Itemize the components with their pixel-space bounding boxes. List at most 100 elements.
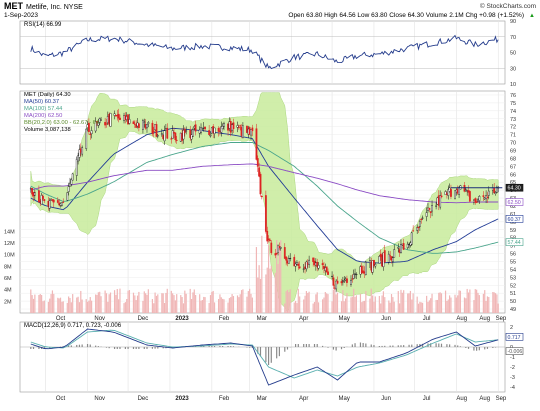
volume-tick-label: 14M [4,229,15,235]
macd-histogram-bar [209,346,210,347]
volume-bar [309,292,310,313]
candle-body [195,125,196,132]
macd-histogram-bar [454,345,455,347]
volume-bar [450,298,451,313]
volume-bar [426,296,427,313]
macd-histogram-bar [249,347,250,348]
macd-histogram-bar [336,347,337,351]
volume-bar [109,294,110,313]
volume-bar [91,301,92,313]
macd-histogram-bar [449,344,450,347]
volume-bar [280,240,281,313]
macd-histogram-bar [381,346,382,347]
volume-bar [52,290,53,313]
volume-bar [317,292,318,313]
volume-bar [142,301,143,313]
volume-bar [334,289,335,313]
volume-bar [437,300,438,313]
volume-tick-label: 12M [4,241,15,247]
candle-body [308,260,309,265]
macd-histogram-bar [398,345,399,347]
volume-tick-label: 10M [4,253,15,259]
volume-bar [153,303,154,313]
volume-bar [79,302,80,313]
volume-bar [373,302,374,313]
candle-body [479,196,480,200]
volume-bar [123,303,124,313]
macd-histogram-bar [287,347,288,350]
volume-bar [326,293,327,313]
volume-bar [77,297,78,313]
volume-bar [33,299,34,313]
macd-histogram-bar [479,347,480,350]
volume-bar [418,304,419,313]
volume-bar [369,299,370,313]
candle-body [85,129,86,149]
macd-histogram-bar [400,345,401,347]
macd-histogram-bar [265,347,266,362]
candle-body [342,280,343,281]
volume-bar [184,291,185,313]
candle-body [76,159,77,175]
volume-bar [183,303,184,313]
candle-body [352,279,353,280]
candle-body [110,113,111,126]
macd-panel: 210-1-2-3-40.717-0.006 [20,322,523,392]
candle-body [252,128,253,131]
volume-bar [86,299,87,313]
macd-histogram-bar [495,347,496,348]
volume-bar [354,297,355,313]
volume-bar [222,299,223,313]
volume-bar [417,297,418,313]
candle-body [164,131,165,141]
volume-bar [221,297,222,313]
candle-body [299,267,300,268]
candle-body [81,148,82,154]
candle-body [42,196,43,199]
x-axis-label: Jun [381,396,391,402]
volume-bar [449,295,450,313]
volume-bar [372,295,373,313]
candle-body [318,265,319,268]
volume-bar [345,298,346,313]
macd-histogram-bar [476,347,477,351]
candle-body [63,202,64,203]
macd-histogram-bar [373,345,374,347]
volume-bar [413,293,414,313]
candle-body [353,274,354,278]
price-tick-label: 50 [510,299,516,305]
candle-body [261,196,262,197]
volume-bar [271,266,272,313]
price-tick-label: 54 [510,267,516,273]
macd-histogram-bar [314,344,315,347]
candle-body [298,264,299,266]
macd-histogram-bar [144,347,145,349]
volume-bar [492,292,493,313]
volume-bar [473,300,474,313]
volume-bar [118,299,119,313]
volume-bar [388,300,389,313]
x-axis-label: Aug [456,396,467,402]
volume-bar [314,302,315,313]
volume-bar [61,302,62,313]
candle-body [476,202,477,203]
candle-body [288,259,289,264]
volume-bar [106,293,107,313]
volume-bar [498,304,499,313]
volume-bar [381,295,382,313]
volume-bar [390,303,391,313]
candle-body [469,191,470,201]
price-x-axis-label: Mar [257,316,267,322]
volume-bar [230,297,231,313]
volume-bar [30,289,31,313]
volume-bar [202,300,203,313]
macd-histogram-bar [309,344,310,347]
volume-bar [68,296,69,313]
candle-body [487,197,488,198]
price-tick-label: 68 [510,156,516,162]
macd-histogram-bar [390,346,391,347]
volume-bar [223,299,224,313]
volume-bar [115,295,116,313]
volume-bar [32,295,33,313]
volume-bar [422,303,423,313]
